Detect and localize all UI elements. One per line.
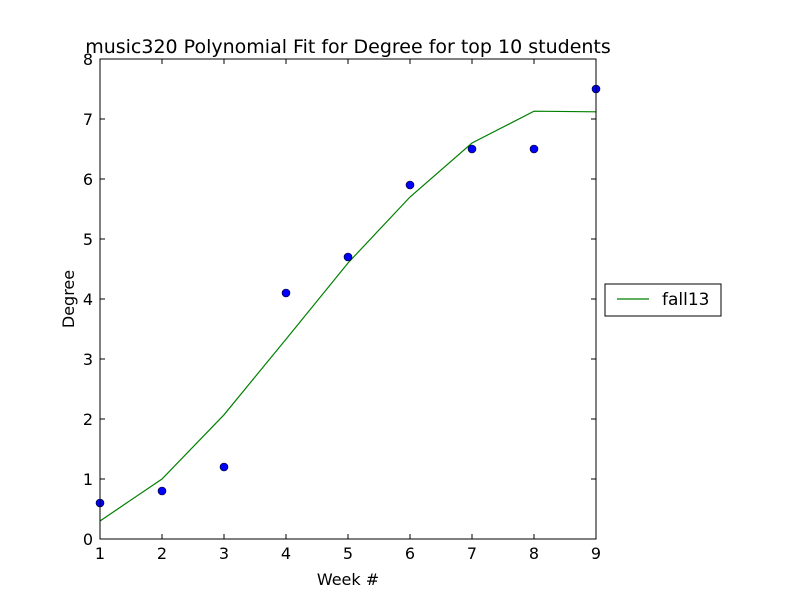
y-tick-label: 5 <box>83 230 93 249</box>
y-tick-label: 6 <box>83 170 93 189</box>
x-tick-label: 3 <box>219 544 229 563</box>
x-tick-label: 7 <box>467 544 477 563</box>
data-point <box>405 180 415 190</box>
legend: fall13 <box>604 283 722 317</box>
y-tick-label: 4 <box>83 290 93 309</box>
x-axis-label: Week # <box>317 570 379 589</box>
y-axis-ticks: 0 1 2 3 4 5 6 7 8 <box>83 50 596 549</box>
y-tick-label: 0 <box>83 530 93 549</box>
y-tick-label: 3 <box>83 350 93 369</box>
x-tick-label: 8 <box>529 544 539 563</box>
legend-box <box>604 283 722 317</box>
y-axis-label: Degree <box>59 270 78 328</box>
y-tick-label: 2 <box>83 410 93 429</box>
fit-line-layer <box>99 110 597 522</box>
x-axis-ticks: 1 2 3 4 5 6 7 8 9 <box>95 59 601 563</box>
x-tick-label: 1 <box>95 544 105 563</box>
y-tick-label: 8 <box>83 50 93 69</box>
x-tick-label: 4 <box>281 544 291 563</box>
data-point <box>157 486 167 496</box>
data-points-layer <box>95 84 601 508</box>
x-tick-label: 6 <box>405 544 415 563</box>
x-tick-label: 9 <box>591 544 601 563</box>
data-point <box>281 288 291 298</box>
data-point <box>219 462 229 472</box>
data-point <box>529 144 539 154</box>
data-point <box>467 144 477 154</box>
y-tick-label: 1 <box>83 470 93 489</box>
chart-title: music320 Polynomial Fit for Degree for t… <box>85 36 611 58</box>
data-point <box>343 252 353 262</box>
y-tick-label: 7 <box>83 110 93 129</box>
x-tick-label: 2 <box>157 544 167 563</box>
x-tick-label: 5 <box>343 544 353 563</box>
fit-line-fall13 <box>99 110 597 522</box>
legend-label-fall13: fall13 <box>662 290 709 310</box>
